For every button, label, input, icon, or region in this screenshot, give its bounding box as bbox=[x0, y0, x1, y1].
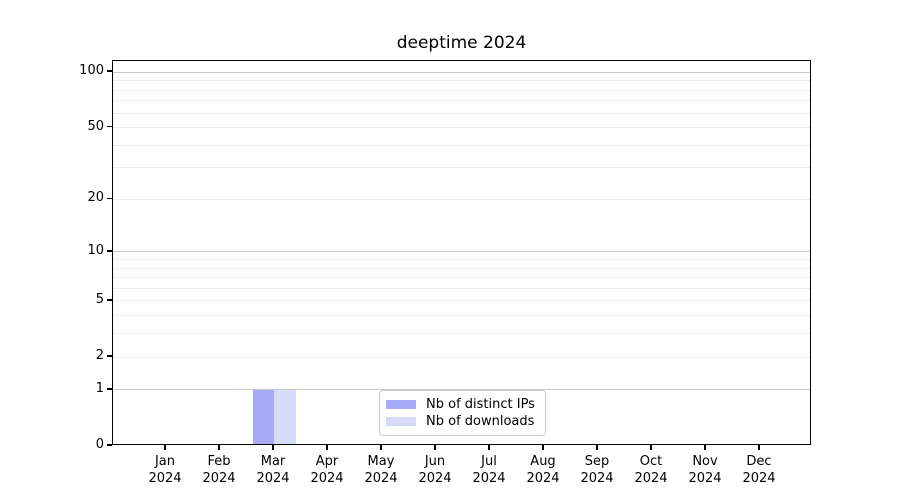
y-tick-label: 100 bbox=[79, 63, 104, 79]
legend: Nb of distinct IPs Nb of downloads bbox=[379, 390, 546, 436]
y-tick-label: 10 bbox=[87, 242, 104, 258]
x-tick-mark bbox=[326, 445, 328, 450]
y-gridline-minor bbox=[113, 315, 810, 317]
x-tick-label: Apr 2024 bbox=[310, 454, 344, 486]
x-tick-mark bbox=[596, 445, 598, 450]
y-tick-mark bbox=[107, 197, 112, 200]
x-tick-label: Jan 2024 bbox=[148, 454, 182, 486]
y-gridline-minor bbox=[113, 167, 810, 169]
chart-title: deeptime 2024 bbox=[396, 33, 527, 53]
y-tick-label: 5 bbox=[95, 291, 104, 307]
y-gridline-minor bbox=[113, 127, 810, 129]
y-gridline-minor bbox=[113, 333, 810, 335]
x-tick-mark bbox=[488, 445, 490, 450]
x-tick-label: May 2024 bbox=[364, 454, 398, 486]
legend-label-downloads: Nb of downloads bbox=[426, 414, 535, 429]
x-tick-mark bbox=[704, 445, 706, 450]
y-tick-mark bbox=[107, 70, 112, 72]
y-tick-label: 1 bbox=[95, 380, 104, 396]
x-tick-label: Nov 2024 bbox=[688, 454, 722, 486]
legend-swatch-downloads bbox=[386, 417, 416, 426]
x-tick-mark bbox=[434, 445, 436, 450]
bar-distinct-ips bbox=[252, 389, 274, 445]
legend-item-distinct-ips: Nb of distinct IPs bbox=[386, 397, 537, 412]
x-tick-mark bbox=[218, 445, 220, 450]
y-tick-label: 0 bbox=[95, 437, 104, 452]
x-tick-mark bbox=[380, 445, 382, 450]
x-tick-label: Mar 2024 bbox=[256, 454, 290, 486]
y-tick-mark bbox=[107, 388, 112, 390]
y-gridline-minor bbox=[113, 300, 810, 302]
y-tick-label: 50 bbox=[87, 118, 104, 134]
y-gridline-minor bbox=[113, 259, 810, 260]
x-tick-label: Oct 2024 bbox=[634, 454, 668, 486]
x-tick-mark bbox=[650, 445, 652, 450]
y-tick-mark bbox=[107, 250, 112, 252]
y-gridline-major bbox=[113, 251, 810, 253]
y-tick-label: 20 bbox=[87, 190, 104, 206]
y-tick-label: 2 bbox=[95, 348, 104, 364]
y-gridline-minor bbox=[113, 277, 810, 279]
y-tick-mark bbox=[107, 355, 112, 357]
x-tick-mark bbox=[758, 445, 760, 450]
y-gridline-major bbox=[113, 389, 810, 391]
y-tick-mark bbox=[107, 299, 112, 301]
legend-label-distinct-ips: Nb of distinct IPs bbox=[426, 397, 535, 412]
x-tick-mark bbox=[542, 445, 544, 450]
y-gridline-minor bbox=[113, 89, 810, 91]
legend-swatch-distinct-ips bbox=[386, 400, 416, 409]
x-tick-label: Sep 2024 bbox=[580, 454, 614, 486]
plot-area bbox=[112, 60, 811, 445]
y-gridline-minor bbox=[113, 100, 810, 102]
y-tick-mark bbox=[107, 125, 112, 128]
y-gridline-minor bbox=[113, 80, 810, 82]
y-gridline-minor bbox=[113, 267, 810, 269]
x-tick-label: Aug 2024 bbox=[526, 454, 560, 486]
bar-downloads bbox=[274, 389, 296, 445]
x-tick-label: Dec 2024 bbox=[742, 454, 776, 486]
y-tick-mark bbox=[107, 444, 112, 446]
x-tick-label: Jul 2024 bbox=[472, 454, 506, 486]
x-tick-mark bbox=[164, 445, 166, 450]
y-gridline-minor bbox=[113, 144, 810, 146]
x-tick-mark bbox=[272, 445, 274, 450]
x-tick-label: Feb 2024 bbox=[202, 454, 236, 486]
y-gridline-minor bbox=[113, 198, 810, 200]
y-gridline-minor bbox=[113, 356, 810, 358]
y-gridline-minor bbox=[113, 112, 810, 114]
legend-item-downloads: Nb of downloads bbox=[386, 414, 537, 429]
x-tick-label: Jun 2024 bbox=[418, 454, 452, 486]
y-gridline-major bbox=[113, 71, 810, 73]
y-gridline-minor bbox=[113, 287, 810, 289]
